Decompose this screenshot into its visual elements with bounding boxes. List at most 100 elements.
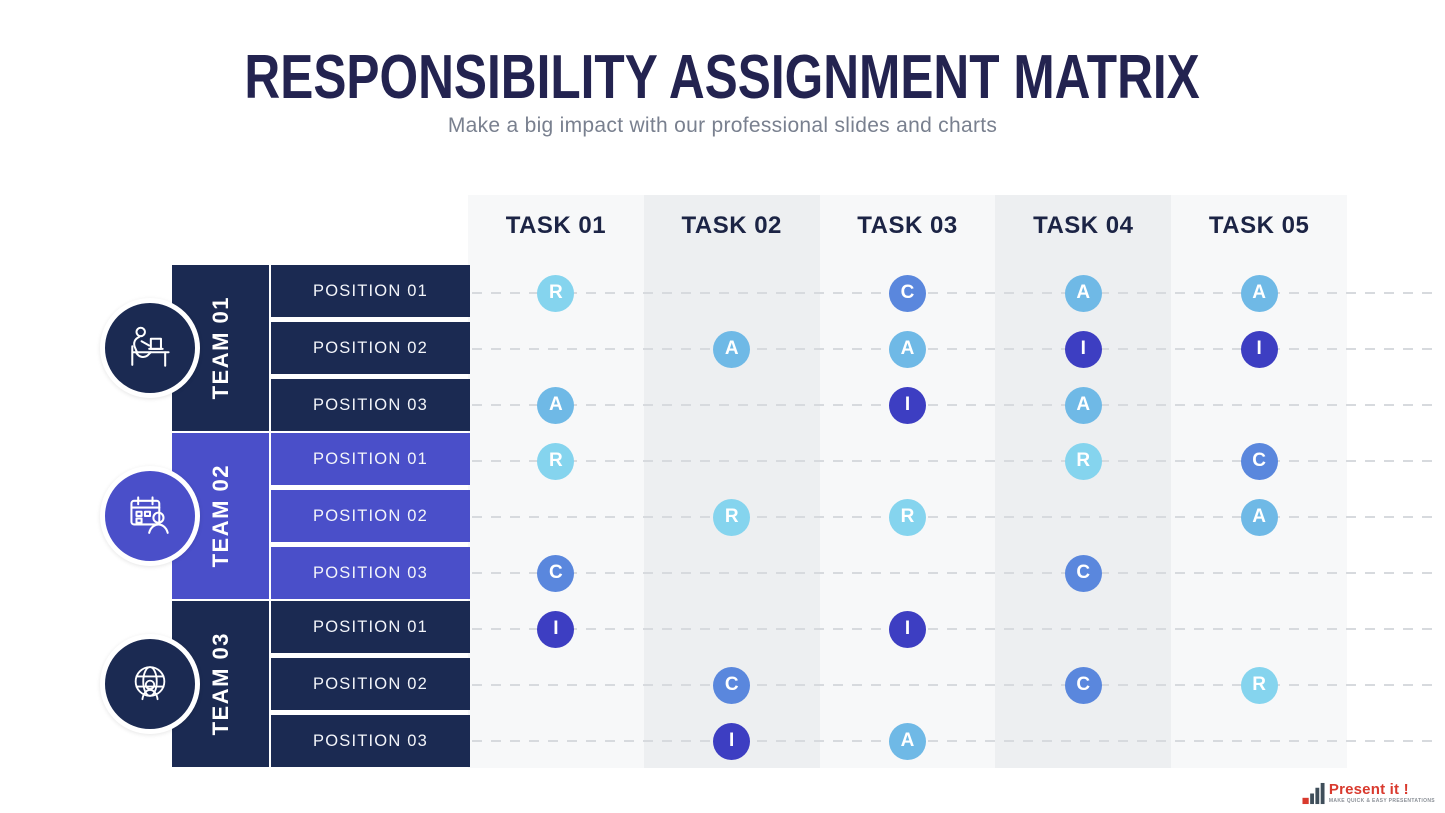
team-label: TEAM 03 — [207, 632, 233, 736]
raci-badge: I — [713, 722, 751, 760]
row-divider-dashes — [472, 628, 1440, 630]
matrix-cell: A — [644, 321, 820, 377]
brand-name: Present it ! — [1328, 781, 1409, 798]
matrix-cell: I — [1171, 321, 1347, 377]
raci-badge: A — [1064, 386, 1102, 424]
matrix-cell: A — [820, 713, 996, 769]
position-bar: POSITION 03 — [271, 715, 470, 767]
matrix-cell: I — [995, 321, 1171, 377]
position-bar: POSITION 03 — [271, 379, 470, 431]
matrix-cell: C — [1171, 433, 1347, 489]
matrix-cell — [820, 433, 996, 489]
task-header: TASK 05 — [1208, 212, 1310, 239]
matrix-cell: R — [468, 433, 644, 489]
position-bar: POSITION 02 — [271, 490, 470, 542]
task-header: TASK 04 — [1033, 212, 1134, 239]
matrix-cell: R — [820, 489, 996, 545]
header: RESPONSIBILITY ASSIGNMENT MATRIX — [0, 42, 1445, 113]
matrix-cell: A — [820, 321, 996, 377]
row-divider-dashes — [472, 516, 1440, 518]
position-bar: POSITION 03 — [271, 547, 470, 599]
raci-matrix: R C A A A A I I A I A R R C R R A C C I … — [468, 265, 1347, 769]
task-header: TASK 02 — [681, 212, 782, 239]
row-divider-dashes — [472, 292, 1440, 294]
position-label: POSITION 03 — [313, 563, 428, 582]
position-label: POSITION 03 — [313, 731, 428, 750]
raci-badge: A — [1240, 274, 1278, 312]
team-positions: POSITION 01 POSITION 02 POSITION 03 — [271, 265, 470, 431]
matrix-cell: I — [820, 377, 996, 433]
bar-chart-logo-icon — [1302, 782, 1325, 805]
raci-badge: I — [1064, 330, 1102, 368]
raci-badge: R — [713, 498, 751, 536]
matrix-cell: I — [644, 713, 820, 769]
matrix-cell: A — [995, 265, 1171, 321]
matrix-cell — [1171, 601, 1347, 657]
matrix-cell — [644, 433, 820, 489]
raci-badge: I — [537, 610, 575, 648]
matrix-cell — [820, 657, 996, 713]
matrix-cell — [820, 545, 996, 601]
raci-badge: A — [1064, 274, 1102, 312]
position-bar: POSITION 02 — [271, 322, 470, 374]
team-icon-circle — [100, 634, 200, 734]
position-label: POSITION 01 — [313, 281, 428, 300]
raci-badge: A — [537, 386, 575, 424]
position-label: POSITION 03 — [313, 395, 428, 414]
team-icon-circle — [100, 466, 200, 566]
row-divider-dashes — [472, 740, 1440, 742]
matrix-cell — [1171, 713, 1347, 769]
raci-badge: A — [1240, 498, 1278, 536]
task-header: TASK 01 — [505, 212, 607, 239]
matrix-cell — [995, 713, 1171, 769]
matrix-cell: I — [468, 601, 644, 657]
position-bar: POSITION 01 — [271, 433, 470, 485]
matrix-cell — [995, 489, 1171, 545]
row-divider-dashes — [472, 460, 1440, 462]
matrix-cell — [1171, 545, 1347, 601]
matrix-cell: R — [468, 265, 644, 321]
brand-tagline: MAKE QUICK & EASY PRESENTATIONS — [1328, 798, 1435, 804]
team-block-01: TEAM 01 POSITION 01 POSITION 02 POSITION… — [0, 265, 470, 431]
raci-badge: R — [888, 498, 926, 536]
position-bar: POSITION 02 — [271, 658, 470, 710]
matrix-cell: C — [468, 545, 644, 601]
matrix-cell: R — [644, 489, 820, 545]
team-block-02: TEAM 02 POSITION 01 POSITION 02 POSITION… — [0, 433, 470, 599]
raci-badge: A — [888, 330, 926, 368]
raci-badge: C — [537, 554, 575, 592]
raci-badge: C — [713, 666, 751, 704]
row-divider-dashes — [472, 684, 1440, 686]
matrix-cell: C — [644, 657, 820, 713]
raci-badge: R — [537, 442, 575, 480]
matrix-cell: C — [995, 657, 1171, 713]
matrix-cell — [468, 489, 644, 545]
raci-badge: C — [888, 274, 926, 312]
matrix-cell — [995, 601, 1171, 657]
matrix-cell: A — [1171, 265, 1347, 321]
page-title: RESPONSIBILITY ASSIGNMENT MATRIX — [244, 43, 1201, 112]
matrix-cell — [644, 601, 820, 657]
calendar-person-icon — [130, 496, 169, 534]
row-divider-dashes — [472, 404, 1440, 406]
matrix-cell — [468, 321, 644, 377]
raci-badge: C — [1064, 666, 1102, 704]
matrix-cell — [644, 545, 820, 601]
matrix-cell — [644, 265, 820, 321]
matrix-cell — [1171, 377, 1347, 433]
position-bar: POSITION 01 — [271, 265, 470, 317]
position-label: POSITION 02 — [313, 674, 428, 693]
team-label: TEAM 01 — [207, 296, 233, 400]
raci-badge: I — [888, 610, 926, 648]
matrix-cell: C — [995, 545, 1171, 601]
raci-badge: A — [888, 722, 926, 760]
raci-badge: C — [1064, 554, 1102, 592]
raci-badge: R — [537, 274, 575, 312]
matrix-cell: R — [1171, 657, 1347, 713]
team-positions: POSITION 01 POSITION 02 POSITION 03 — [271, 433, 470, 599]
raci-badge: R — [1064, 442, 1102, 480]
raci-badge: I — [888, 386, 926, 424]
task-header: TASK 03 — [857, 212, 958, 239]
position-bar: POSITION 01 — [271, 601, 470, 653]
task-columns: TASK 01 TASK 02 TASK 03 TASK 04 TASK 05 — [468, 195, 1347, 768]
